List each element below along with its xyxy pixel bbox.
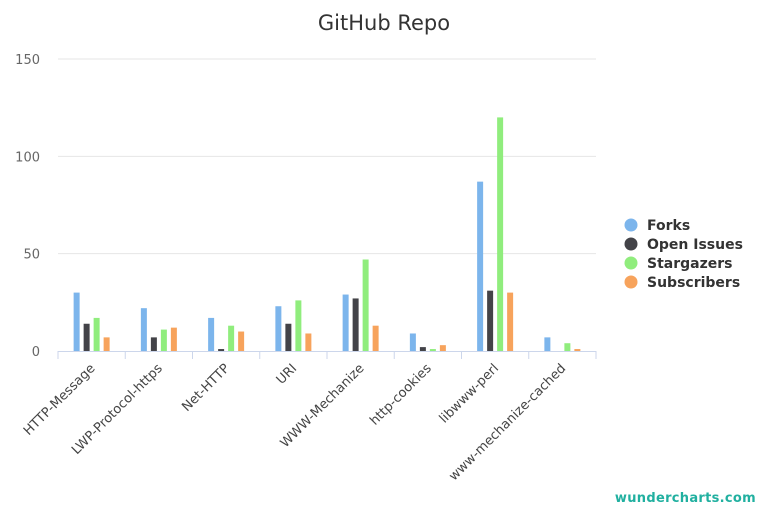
legend-marker bbox=[624, 218, 638, 232]
bar-open-issues[interactable] bbox=[352, 298, 359, 351]
bar-forks[interactable] bbox=[140, 308, 147, 351]
bar-subscribers[interactable] bbox=[305, 333, 312, 351]
bars bbox=[73, 117, 581, 352]
bar-stargazers[interactable] bbox=[362, 259, 369, 351]
bar-forks[interactable] bbox=[544, 337, 551, 351]
x-tick-label: http-cookies bbox=[367, 361, 435, 429]
x-tick-label: Net-HTTP bbox=[179, 361, 233, 415]
bar-subscribers[interactable] bbox=[238, 331, 245, 351]
x-tick-label: URI bbox=[274, 361, 300, 387]
bar-open-issues[interactable] bbox=[83, 323, 90, 351]
legend-marker bbox=[624, 256, 638, 270]
chart-title: GitHub Repo bbox=[318, 11, 450, 35]
bar-subscribers[interactable] bbox=[103, 337, 110, 351]
bar-stargazers[interactable] bbox=[93, 317, 100, 351]
bar-open-issues[interactable] bbox=[150, 337, 157, 351]
legend-item[interactable]: Stargazers bbox=[647, 256, 732, 272]
bar-open-issues[interactable] bbox=[218, 349, 225, 351]
bar-subscribers[interactable] bbox=[372, 325, 379, 351]
bar-stargazers[interactable] bbox=[160, 329, 167, 351]
y-tick-label: 100 bbox=[15, 150, 40, 165]
y-tick-label: 50 bbox=[23, 248, 40, 263]
legend: Forks Open Issues Stargazers Subscribers bbox=[624, 218, 743, 291]
bar-forks[interactable] bbox=[275, 306, 282, 351]
y-tick-label: 0 bbox=[32, 345, 40, 360]
bar-subscribers[interactable] bbox=[439, 345, 446, 351]
bar-subscribers[interactable] bbox=[170, 327, 177, 351]
bar-open-issues[interactable] bbox=[285, 323, 292, 351]
brand-label[interactable]: wundercharts.com bbox=[614, 491, 756, 506]
legend-item[interactable]: Forks bbox=[647, 218, 690, 234]
bar-stargazers[interactable] bbox=[429, 349, 436, 351]
bar-forks[interactable] bbox=[477, 181, 484, 351]
bar-stargazers[interactable] bbox=[497, 117, 504, 352]
x-tick-label: libwww-perl bbox=[437, 361, 502, 426]
bar-open-issues[interactable] bbox=[419, 347, 426, 351]
x-tick-label: www-mechanize-cached bbox=[446, 361, 569, 484]
bar-stargazers[interactable] bbox=[295, 300, 302, 351]
legend-item[interactable]: Open Issues bbox=[647, 237, 743, 253]
bar-forks[interactable] bbox=[73, 292, 80, 351]
bar-forks[interactable] bbox=[342, 294, 349, 351]
bar-stargazers[interactable] bbox=[564, 343, 571, 351]
bar-subscribers[interactable] bbox=[507, 292, 514, 351]
y-axis: 0 50 100 150 bbox=[15, 53, 40, 360]
grid-lines bbox=[58, 58, 596, 255]
legend-marker bbox=[624, 275, 638, 289]
bar-stargazers[interactable] bbox=[228, 325, 235, 351]
bar-open-issues[interactable] bbox=[487, 290, 494, 351]
y-tick-label: 150 bbox=[15, 53, 40, 68]
bar-forks[interactable] bbox=[208, 317, 215, 351]
legend-marker bbox=[624, 237, 638, 251]
legend-item[interactable]: Subscribers bbox=[647, 275, 740, 291]
bar-subscribers[interactable] bbox=[574, 349, 581, 351]
x-tick-label: HTTP-Message bbox=[21, 361, 99, 439]
bar-forks[interactable] bbox=[409, 333, 416, 351]
